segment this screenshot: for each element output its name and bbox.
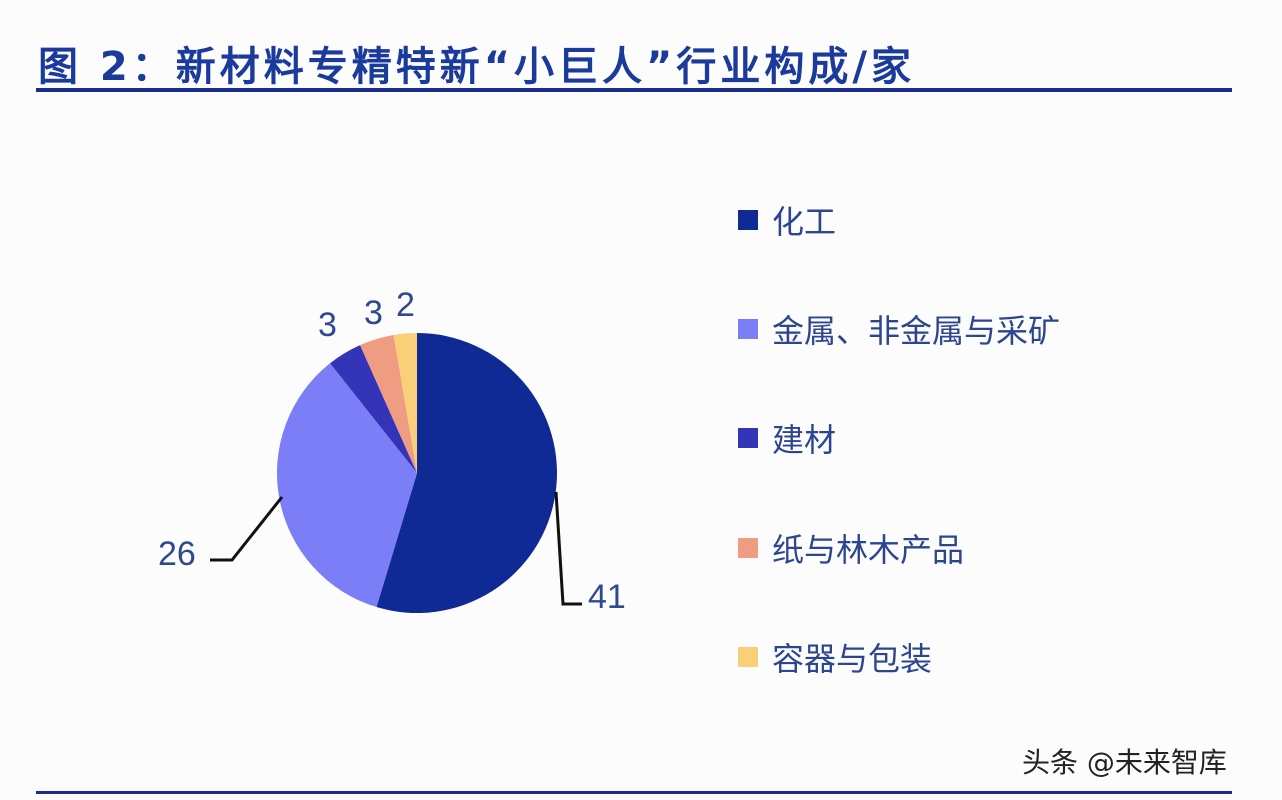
legend-swatch: [738, 210, 758, 230]
slice-paper: [360, 334, 417, 473]
bottom-rule: [36, 791, 1232, 794]
legend-item-container: 容器与包装: [738, 637, 932, 678]
data-label-metal: 26: [158, 535, 196, 573]
data-label-chemical: 41: [588, 578, 626, 616]
slice-building: [330, 345, 417, 473]
legend-item-metal: 金属、非金属与采矿: [738, 309, 1060, 350]
legend-swatch: [738, 538, 758, 558]
data-label-paper: 3: [364, 294, 383, 332]
slice-metal: [276, 363, 417, 608]
watermark: 头条 @未来智库: [1022, 746, 1227, 779]
legend-swatch: [738, 647, 758, 667]
leader-line-26: [210, 496, 284, 562]
legend-swatch: [738, 319, 758, 339]
slice-chemical: [376, 333, 558, 614]
slice-container: [393, 333, 417, 473]
data-label-building: 3: [318, 306, 337, 344]
chart-title: 图 2：新材料专精特新“小巨人”行业构成/家: [38, 44, 915, 90]
title-underline: [36, 88, 1232, 92]
leader-line-41: [554, 491, 582, 606]
legend-item-building: 建材: [738, 418, 836, 459]
legend-swatch: [738, 428, 758, 448]
legend-item-chemical: 化工: [738, 200, 836, 241]
legend-item-paper: 纸与林木产品: [738, 528, 964, 569]
data-label-container: 2: [396, 286, 415, 324]
